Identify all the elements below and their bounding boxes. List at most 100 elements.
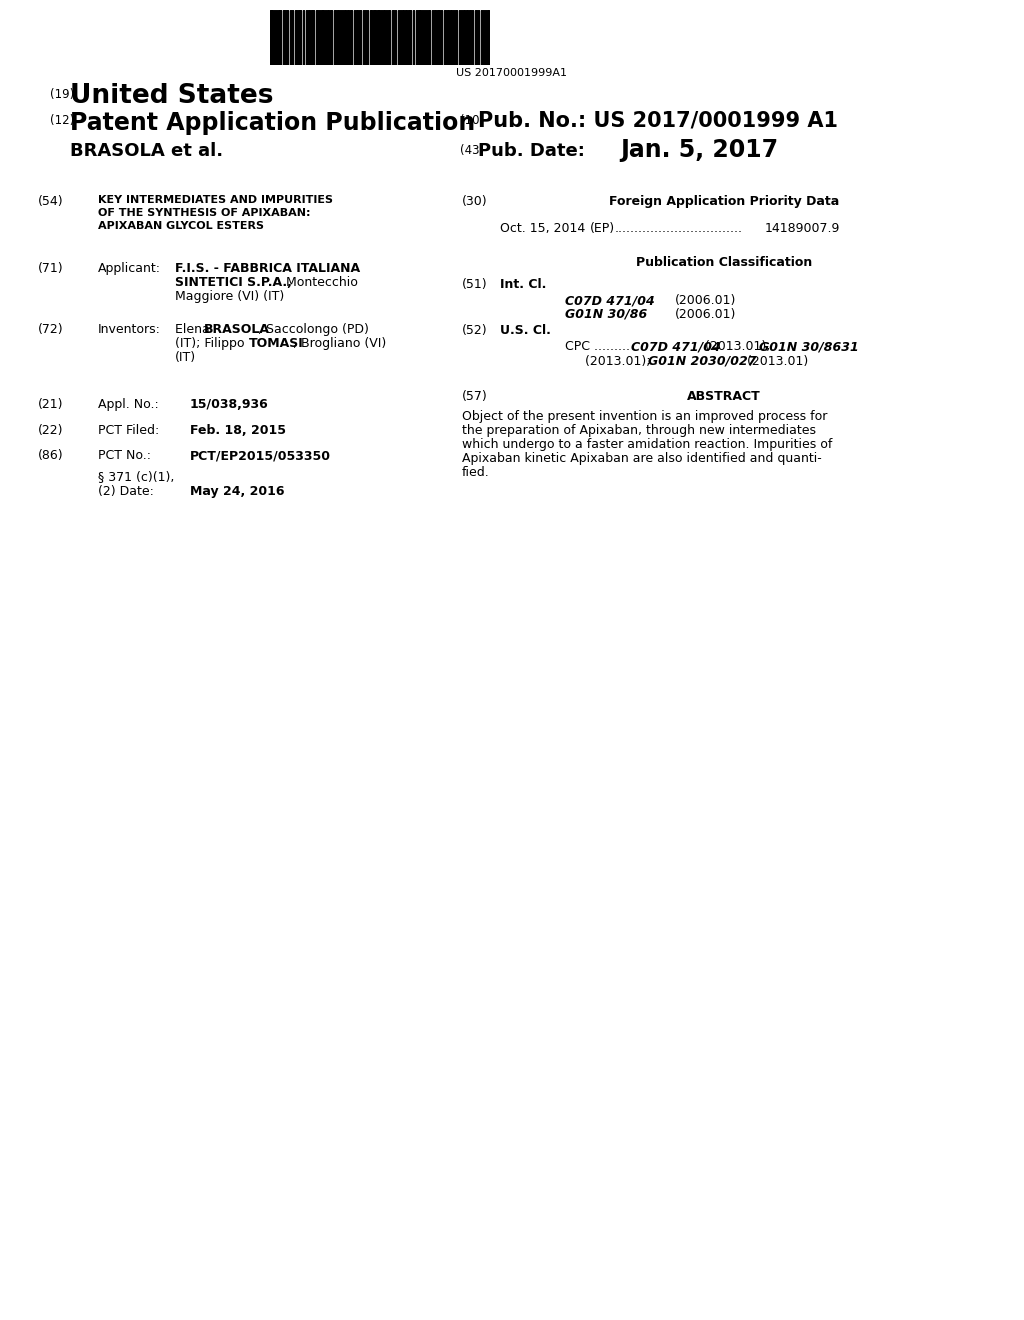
Text: Pub. No.: US 2017/0001999 A1: Pub. No.: US 2017/0001999 A1 xyxy=(478,111,838,131)
Text: Maggiore (VI) (IT): Maggiore (VI) (IT) xyxy=(175,290,285,304)
Text: OF THE SYNTHESIS OF APIXABAN:: OF THE SYNTHESIS OF APIXABAN: xyxy=(98,209,310,218)
Text: PCT/EP2015/053350: PCT/EP2015/053350 xyxy=(190,449,331,462)
Text: Int. Cl.: Int. Cl. xyxy=(500,279,547,290)
Text: (IT): (IT) xyxy=(175,351,197,364)
Bar xyxy=(349,11,351,65)
Text: BRASOLA: BRASOLA xyxy=(204,323,270,337)
Bar xyxy=(446,11,449,65)
Text: Inventors:: Inventors: xyxy=(98,323,161,337)
Bar xyxy=(383,11,384,65)
Bar xyxy=(424,11,425,65)
Bar xyxy=(298,11,301,65)
Bar xyxy=(434,11,436,65)
Text: Appl. No.:: Appl. No.: xyxy=(98,399,159,411)
Text: Object of the present invention is an improved process for: Object of the present invention is an im… xyxy=(462,411,827,422)
Text: (21): (21) xyxy=(38,399,63,411)
Bar xyxy=(356,11,357,65)
Text: US 20170001999A1: US 20170001999A1 xyxy=(457,69,567,78)
Bar xyxy=(370,11,372,65)
Text: (52): (52) xyxy=(462,323,487,337)
Text: (86): (86) xyxy=(38,449,63,462)
Text: 15/038,936: 15/038,936 xyxy=(190,399,268,411)
Text: Montecchio: Montecchio xyxy=(282,276,357,289)
Bar xyxy=(469,11,471,65)
Text: Publication Classification: Publication Classification xyxy=(636,256,812,269)
Bar xyxy=(466,11,468,65)
Text: (EP): (EP) xyxy=(590,222,615,235)
Text: Oct. 15, 2014: Oct. 15, 2014 xyxy=(500,222,586,235)
Bar xyxy=(315,11,317,65)
Bar xyxy=(365,11,366,65)
Text: (19): (19) xyxy=(50,88,75,102)
Bar xyxy=(487,11,488,65)
Bar xyxy=(353,11,355,65)
Bar xyxy=(283,11,285,65)
Bar xyxy=(327,11,329,65)
Text: PCT Filed:: PCT Filed: xyxy=(98,424,160,437)
Text: May 24, 2016: May 24, 2016 xyxy=(190,484,285,498)
Text: 14189007.9: 14189007.9 xyxy=(765,222,841,235)
Text: ABSTRACT: ABSTRACT xyxy=(687,389,761,403)
Bar xyxy=(358,11,360,65)
Bar xyxy=(270,11,272,65)
Text: (51): (51) xyxy=(462,279,487,290)
Text: G01N 30/8631: G01N 30/8631 xyxy=(759,341,859,352)
Text: KEY INTERMEDIATES AND IMPURITIES: KEY INTERMEDIATES AND IMPURITIES xyxy=(98,195,333,205)
Text: Applicant:: Applicant: xyxy=(98,261,161,275)
Bar xyxy=(330,11,332,65)
Bar xyxy=(308,11,309,65)
Bar xyxy=(347,11,348,65)
Text: , Saccolongo (PD): , Saccolongo (PD) xyxy=(258,323,369,337)
Text: (2013.01);: (2013.01); xyxy=(701,341,774,352)
Text: (IT); Filippo: (IT); Filippo xyxy=(175,337,249,350)
Text: (2013.01): (2013.01) xyxy=(743,355,808,368)
Text: Elena: Elena xyxy=(175,323,214,337)
Bar xyxy=(404,11,407,65)
Text: SINTETICI S.P.A.,: SINTETICI S.P.A., xyxy=(175,276,292,289)
Bar xyxy=(286,11,288,65)
Bar xyxy=(459,11,460,65)
Text: (57): (57) xyxy=(462,389,487,403)
Text: , Brogliano (VI): , Brogliano (VI) xyxy=(293,337,386,350)
Bar xyxy=(302,11,304,65)
Bar xyxy=(311,11,314,65)
Text: (30): (30) xyxy=(462,195,487,209)
Text: F.I.S. - FABBRICA ITALIANA: F.I.S. - FABBRICA ITALIANA xyxy=(175,261,360,275)
Bar xyxy=(428,11,430,65)
Bar xyxy=(475,11,477,65)
Bar xyxy=(450,11,452,65)
Text: (2013.01);: (2013.01); xyxy=(585,355,654,368)
Text: C07D 471/04: C07D 471/04 xyxy=(565,294,654,308)
Bar xyxy=(401,11,403,65)
Text: C07D 471/04: C07D 471/04 xyxy=(631,341,721,352)
Bar xyxy=(463,11,465,65)
Text: (71): (71) xyxy=(38,261,63,275)
Text: (22): (22) xyxy=(38,424,63,437)
Bar xyxy=(391,11,394,65)
Text: Pub. Date:: Pub. Date: xyxy=(478,143,585,160)
Bar xyxy=(295,11,297,65)
Text: PCT No.:: PCT No.: xyxy=(98,449,151,462)
Text: G01N 30/86: G01N 30/86 xyxy=(565,308,647,321)
Text: Apixaban kinetic Apixaban are also identified and quanti-: Apixaban kinetic Apixaban are also ident… xyxy=(462,451,821,465)
Text: (2) Date:: (2) Date: xyxy=(98,484,154,498)
Bar xyxy=(377,11,380,65)
Text: (10): (10) xyxy=(460,114,484,127)
Text: fied.: fied. xyxy=(462,466,489,479)
Bar xyxy=(388,11,389,65)
Text: Feb. 18, 2015: Feb. 18, 2015 xyxy=(190,424,286,437)
Text: § 371 (c)(1),: § 371 (c)(1), xyxy=(98,470,174,483)
Bar xyxy=(408,11,411,65)
Bar xyxy=(455,11,457,65)
Text: (12): (12) xyxy=(50,114,75,127)
Text: (72): (72) xyxy=(38,323,63,337)
Text: Jan. 5, 2017: Jan. 5, 2017 xyxy=(620,139,778,162)
Text: TOMASI: TOMASI xyxy=(249,337,304,350)
Bar xyxy=(278,11,281,65)
Text: ................................: ................................ xyxy=(615,222,743,235)
Bar xyxy=(305,11,307,65)
Text: the preparation of Apixaban, through new intermediates: the preparation of Apixaban, through new… xyxy=(462,424,816,437)
Text: which undergo to a faster amidation reaction. Impurities of: which undergo to a faster amidation reac… xyxy=(462,438,833,451)
Text: (54): (54) xyxy=(38,195,63,209)
Bar xyxy=(334,11,336,65)
